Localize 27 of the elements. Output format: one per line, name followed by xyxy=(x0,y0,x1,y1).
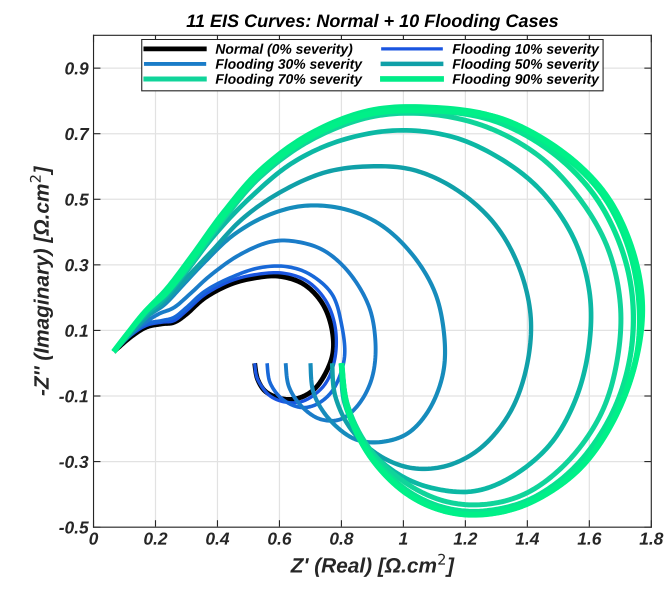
legend-label: Flooding 90% severity xyxy=(452,74,600,87)
x-axis-title: Z' (Real) [Ω.cm$^{2}$] xyxy=(290,554,455,577)
y-tick-label: 0.1 xyxy=(65,324,88,337)
y-tick-label: 0.9 xyxy=(65,62,89,75)
y-tick-label: 0.5 xyxy=(65,193,89,206)
legend-label: Flooding 30% severity xyxy=(216,58,363,72)
chart-title: 11 EIS Curves: Normal + 10 Flooding Cases xyxy=(186,14,558,31)
legend-label: Flooding 50% severity xyxy=(452,58,600,72)
y-tick-label: -0.1 xyxy=(59,390,88,402)
y-axis-title: -Z'' (Imaginary) [Ω.cm$^{2}$] xyxy=(30,166,53,396)
x-tick-label: 1.4 xyxy=(516,532,540,545)
y-tick-label: 0.3 xyxy=(65,259,88,272)
legend-label: Flooding 70% severity xyxy=(216,74,363,87)
x-tick-label: 0 xyxy=(89,532,98,545)
y-tick-label: -0.3 xyxy=(59,456,88,468)
x-tick-label: 1.8 xyxy=(640,532,664,545)
x-tick-label: 1.2 xyxy=(454,532,478,545)
legend-label: Flooding 10% severity xyxy=(452,44,600,57)
x-tick-label: 1 xyxy=(398,532,408,545)
legend-label: Normal (0% severity) xyxy=(216,44,352,57)
y-tick-label: 0.7 xyxy=(65,128,90,140)
y-tick-label: -0.5 xyxy=(59,521,89,534)
x-tick-label: 0.2 xyxy=(144,532,168,545)
x-tick-label: 1.6 xyxy=(578,532,602,545)
x-tick-label: 0.4 xyxy=(206,532,230,545)
x-tick-label: 0.8 xyxy=(330,532,354,545)
x-tick-label: 0.6 xyxy=(268,532,292,545)
